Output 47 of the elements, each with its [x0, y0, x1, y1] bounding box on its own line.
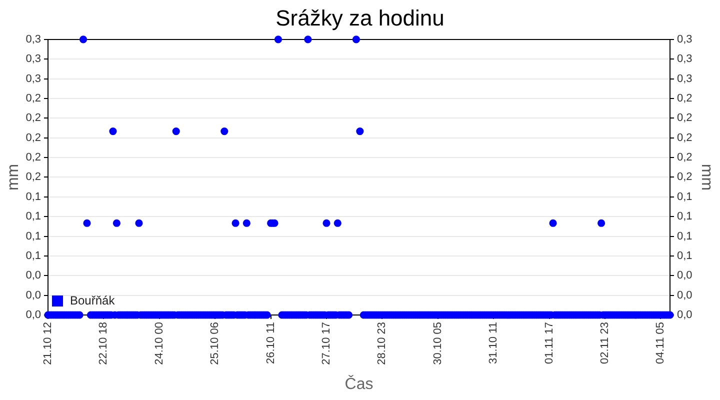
y2-tick-label: 0,3 — [677, 33, 692, 46]
y-tick-label: 0,3 — [26, 72, 41, 85]
chart-title: Srážky za hodinu — [276, 5, 444, 30]
y2-tick-label: 0,2 — [677, 92, 692, 104]
y2-tick-label: 0,1 — [677, 230, 692, 242]
y2-tick-label: 0,2 — [677, 112, 692, 124]
y-tick-label: 0,2 — [26, 171, 41, 184]
y-tick-label: 0,2 — [26, 112, 41, 124]
y-axis-title: mm — [5, 164, 22, 191]
y-tick-label: 0,1 — [26, 190, 41, 203]
x-tick-label: 27.10 17 — [320, 322, 333, 365]
legend-label: Bouřňák — [70, 293, 116, 308]
y-tick-label: 0,1 — [26, 210, 41, 223]
y-tick-label: 0,1 — [26, 250, 41, 262]
y2-tick-label: 0,1 — [677, 210, 692, 223]
y2-tick-label: 0,0 — [677, 270, 692, 282]
y-tick-label: 0,2 — [26, 152, 41, 164]
x-tick-label: 01.11 17 — [543, 322, 556, 364]
x-tick-label: 25.10 06 — [209, 322, 222, 365]
y2-tick-label: 0,3 — [677, 72, 692, 85]
y-tick-label: 0,2 — [26, 132, 41, 144]
y-tick-label: 0,0 — [26, 289, 41, 302]
y2-tick-label: 0,1 — [677, 190, 692, 203]
x-tick-label: 04.11 05 — [654, 322, 667, 364]
x-axis-title: Čas — [344, 374, 374, 393]
x-tick-label: 22.10 18 — [98, 322, 110, 365]
y-tick-label: 0,1 — [26, 230, 41, 242]
y2-tick-label: 0,0 — [677, 289, 692, 302]
x-tick-label: 28.10 23 — [376, 322, 388, 365]
y-tick-label: 0,2 — [26, 92, 41, 104]
y2-tick-label: 0,2 — [677, 152, 692, 164]
x-tick-label: 24.10 00 — [153, 322, 166, 365]
y2-tick-label: 0,2 — [677, 132, 692, 144]
y-tick-label: 0,0 — [26, 270, 41, 282]
x-tick-label: 31.10 11 — [488, 322, 500, 364]
y2-axis-title: mm — [698, 164, 715, 191]
x-tick-label: 30.10 05 — [432, 322, 444, 365]
y-tick-label: 0,3 — [26, 53, 41, 66]
y2-tick-label: 0,3 — [677, 53, 692, 66]
y2-tick-label: 0,2 — [677, 171, 692, 184]
y2-tick-label: 0,1 — [677, 250, 692, 262]
y-tick-label: 0,0 — [26, 309, 41, 322]
x-tick-label: 02.11 23 — [599, 322, 612, 364]
y2-tick-label: 0,0 — [677, 309, 692, 322]
x-tick-label: 26.10 11 — [264, 322, 277, 364]
x-tick-label: 21.10 12 — [42, 322, 54, 365]
y-tick-label: 0,3 — [26, 33, 41, 46]
